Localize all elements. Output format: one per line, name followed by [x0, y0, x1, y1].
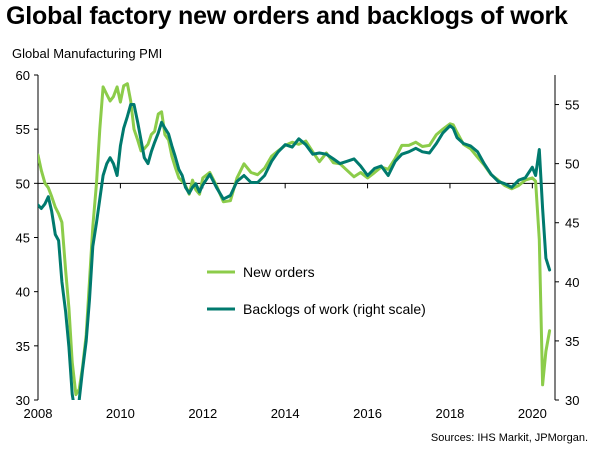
- x-tick-label: 2014: [271, 406, 300, 421]
- x-tick-label: 2010: [106, 406, 135, 421]
- left-tick-label: 55: [16, 122, 30, 137]
- right-tick-label: 30: [565, 393, 579, 408]
- right-tick-label: 35: [565, 334, 579, 349]
- legend-label-backlogs: Backlogs of work (right scale): [243, 301, 426, 317]
- left-tick-label: 35: [16, 339, 30, 354]
- x-tick-label: 2008: [24, 406, 53, 421]
- left-tick-label: 45: [16, 231, 30, 246]
- chart-title: Global factory new orders and backlogs o…: [6, 2, 568, 30]
- left-axis-title: Global Manufacturing PMI: [12, 46, 163, 61]
- right-tick-label: 55: [565, 98, 579, 113]
- right-tick-label: 50: [565, 157, 579, 172]
- legend-label-new-orders: New orders: [243, 264, 315, 280]
- new-orders-line: [38, 82, 552, 397]
- x-tick-label: 2018: [435, 406, 464, 421]
- source-note: Sources: IHS Markit, JPMorgan.: [430, 432, 588, 444]
- right-tick-label: 40: [565, 275, 579, 290]
- series-layer: [38, 82, 552, 400]
- backlogs-of-work-line: [38, 103, 552, 400]
- left-tick-label: 40: [16, 285, 30, 300]
- chart-legend: New orders Backlogs of work (right scale): [207, 264, 426, 317]
- chart-axes: 2008 2010 2012 2014 2016 2018 2020 30 35 40 45 50 55…: [16, 68, 580, 421]
- left-tick-label: 50: [16, 176, 30, 191]
- x-tick-label: 2020: [518, 406, 547, 421]
- x-tick-label: 2016: [353, 406, 382, 421]
- left-tick-label: 30: [16, 393, 30, 408]
- left-tick-label: 60: [16, 68, 30, 83]
- right-tick-label: 45: [565, 216, 579, 231]
- x-tick-label: 2012: [188, 406, 217, 421]
